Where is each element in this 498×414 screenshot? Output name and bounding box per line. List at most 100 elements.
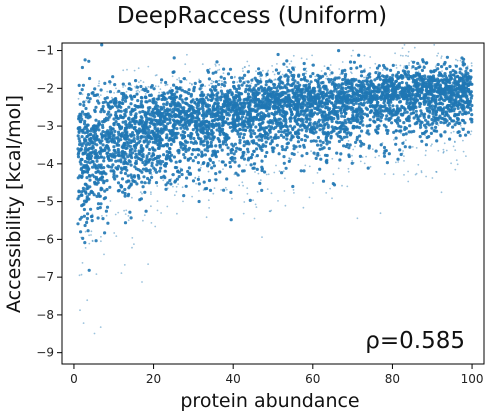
scatter-point bbox=[257, 172, 260, 175]
scatter-point bbox=[302, 169, 306, 173]
scatter-point bbox=[127, 82, 131, 86]
scatter-point bbox=[268, 210, 271, 213]
scatter-point bbox=[157, 94, 161, 98]
scatter-point bbox=[242, 81, 246, 85]
scatter-point bbox=[249, 155, 253, 159]
scatter-point bbox=[241, 136, 245, 140]
scatter-point bbox=[455, 64, 458, 67]
scatter-point bbox=[201, 109, 205, 114]
scatter-point bbox=[184, 101, 188, 105]
scatter-point bbox=[236, 94, 240, 98]
scatter-point bbox=[109, 83, 111, 85]
scatter-point bbox=[117, 143, 121, 147]
scatter-point bbox=[314, 156, 318, 160]
scatter-point bbox=[127, 219, 130, 222]
scatter-point bbox=[453, 140, 456, 143]
scatter-point bbox=[200, 154, 204, 158]
scatter-point bbox=[106, 137, 110, 141]
scatter-point bbox=[129, 87, 133, 91]
scatter-point bbox=[373, 120, 377, 124]
scatter-point bbox=[305, 113, 310, 117]
scatter-point bbox=[217, 138, 221, 142]
scatter-point bbox=[178, 77, 181, 79]
scatter-point bbox=[345, 135, 349, 139]
scatter-point bbox=[462, 139, 464, 142]
scatter-point bbox=[293, 192, 295, 194]
scatter-point bbox=[360, 70, 364, 74]
scatter-point bbox=[162, 91, 166, 95]
scatter-point bbox=[234, 171, 238, 175]
scatter-point bbox=[197, 168, 201, 172]
scatter-point bbox=[258, 122, 262, 126]
scatter-point bbox=[242, 144, 246, 148]
scatter-point bbox=[430, 132, 433, 135]
scatter-point bbox=[146, 106, 150, 110]
scatter-point bbox=[443, 74, 448, 78]
scatter-point bbox=[374, 71, 378, 75]
scatter-point bbox=[229, 218, 233, 222]
scatter-point bbox=[246, 80, 250, 84]
scatter-point bbox=[395, 161, 397, 164]
scatter-point bbox=[437, 52, 440, 55]
scatter-point bbox=[300, 154, 304, 158]
scatter-point bbox=[83, 241, 87, 245]
scatter-point bbox=[167, 138, 171, 142]
scatter-point bbox=[141, 185, 145, 189]
scatter-point bbox=[385, 161, 389, 165]
scatter-point bbox=[337, 49, 341, 53]
scatter-point bbox=[164, 127, 168, 131]
scatter-point bbox=[213, 187, 216, 190]
scatter-point bbox=[85, 123, 89, 127]
scatter-point bbox=[422, 131, 426, 135]
scatter-point bbox=[319, 143, 323, 147]
scatter-point bbox=[286, 66, 289, 68]
scatter-point bbox=[148, 147, 152, 152]
scatter-point bbox=[385, 88, 389, 92]
scatter-point bbox=[252, 199, 255, 202]
scatter-point bbox=[206, 93, 210, 97]
scatter-point bbox=[207, 170, 210, 173]
scatter-point bbox=[250, 78, 254, 82]
scatter-point bbox=[336, 134, 340, 138]
scatter-point bbox=[419, 88, 423, 92]
scatter-point bbox=[331, 78, 334, 81]
scatter-point bbox=[274, 78, 277, 81]
scatter-point bbox=[168, 178, 172, 183]
scatter-point bbox=[340, 105, 344, 110]
scatter-point bbox=[251, 118, 255, 122]
scatter-point bbox=[101, 101, 105, 105]
scatter-point bbox=[210, 119, 214, 123]
scatter-point bbox=[325, 88, 329, 92]
scatter-point bbox=[283, 129, 287, 133]
scatter-point bbox=[222, 188, 226, 192]
scatter-point bbox=[98, 140, 102, 144]
scatter-point bbox=[136, 132, 140, 136]
scatter-point bbox=[196, 177, 200, 181]
scatter-point bbox=[265, 102, 269, 106]
scatter-point bbox=[152, 87, 156, 91]
scatter-point bbox=[365, 107, 369, 111]
scatter-point bbox=[179, 168, 184, 172]
scatter-point bbox=[246, 101, 250, 105]
scatter-point bbox=[416, 77, 420, 81]
scatter-point bbox=[106, 221, 110, 225]
scatter-point bbox=[236, 81, 239, 84]
scatter-point bbox=[254, 83, 258, 87]
scatter-point bbox=[257, 87, 261, 91]
scatter-point bbox=[272, 82, 276, 86]
scatter-point bbox=[156, 185, 159, 187]
scatter-point bbox=[90, 127, 94, 131]
scatter-point bbox=[296, 140, 300, 144]
scatter-point bbox=[470, 62, 473, 65]
scatter-point bbox=[208, 137, 213, 141]
scatter-point bbox=[280, 145, 284, 149]
scatter-point bbox=[164, 187, 168, 191]
scatter-point bbox=[239, 132, 243, 136]
scatter-point bbox=[339, 111, 343, 115]
scatter-point bbox=[223, 163, 228, 167]
scatter-point bbox=[202, 143, 206, 147]
scatter-point bbox=[323, 153, 328, 157]
scatter-point bbox=[403, 66, 405, 69]
scatter-point bbox=[139, 84, 143, 89]
scatter-point bbox=[248, 64, 251, 67]
